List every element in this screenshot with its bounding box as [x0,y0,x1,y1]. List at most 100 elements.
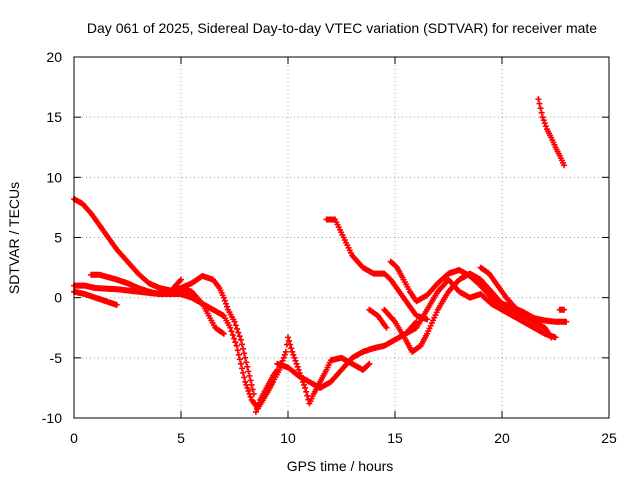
data-point [561,162,568,169]
series-track-p [556,306,568,313]
series-track-h [274,318,420,391]
data-point [245,368,252,375]
data-point [241,350,248,357]
data-point [227,324,234,331]
data-point [247,377,254,384]
data-point [231,335,238,342]
y-tick-label: 15 [46,109,62,125]
data-point [535,96,542,103]
data-point [245,387,252,394]
data-point [240,369,247,376]
data-point [242,354,249,361]
data-point [232,339,239,346]
data-point [281,351,288,358]
data-point [243,359,250,366]
data-point [113,301,120,308]
series-track-l [402,276,559,341]
data-point [291,354,298,361]
series-track-n [477,264,518,311]
data-point [511,304,518,311]
y-tick-label: 20 [46,49,62,65]
data-point [233,342,240,349]
data-point [365,361,372,368]
data-point [246,390,253,397]
data-point [235,351,242,358]
x-tick-label: 5 [177,430,185,446]
data-point [294,363,301,370]
y-tick-label: -10 [42,410,62,426]
data-point [289,348,296,355]
data-points [71,96,570,415]
x-tick-label: 0 [70,430,78,446]
data-point [228,328,235,335]
data-point [303,388,310,395]
x-tick-label: 25 [601,430,617,446]
data-point [178,276,184,283]
data-point [238,341,245,348]
data-point [288,345,295,352]
data-point [237,336,244,343]
data-point [220,294,227,301]
data-point [232,322,239,329]
data-point [276,366,283,373]
data-point [538,109,545,116]
data-point [224,303,231,310]
data-point [220,330,227,337]
data-point [235,329,242,336]
data-point [236,356,243,363]
data-point [293,360,300,367]
data-point [280,354,287,361]
data-point [295,366,302,373]
data-point [241,374,248,381]
data-point [286,337,293,344]
data-point [221,297,228,304]
data-point [383,324,390,331]
data-point [240,345,247,352]
data-point [249,386,256,393]
data-point [234,325,241,332]
data-point [304,392,311,399]
data-point [244,363,251,370]
data-point [424,316,431,323]
data-point [242,378,249,385]
y-tick-label: 0 [54,290,62,306]
data-point [561,306,568,313]
y-axis-label: SDTVAR / TECUs [6,182,22,294]
data-point [552,334,559,341]
data-point [536,100,543,107]
grid [74,57,609,418]
series-track-c [71,288,120,308]
data-point [234,347,241,354]
x-tick-label: 20 [494,430,510,446]
y-tick-label: -5 [50,350,63,366]
x-axis-label: GPS time / hours [287,458,394,474]
data-point [301,381,308,388]
chart-title: Day 061 of 2025, Sidereal Day-to-day VTE… [87,20,597,36]
data-point [540,117,547,124]
axis-ticks: 0 5 10 15 20 25 -10 -5 0 5 10 15 20 [42,49,617,446]
data-point [231,318,238,325]
data-point [237,360,244,367]
data-point [222,300,229,307]
data-point [563,318,570,325]
data-point [243,381,250,388]
data-point [247,393,254,400]
y-tick-label: 5 [54,230,62,246]
y-tick-label: 10 [46,169,62,185]
data-point [229,331,236,338]
data-point [244,384,251,391]
data-point [282,348,289,355]
data-point [366,360,373,367]
series-track-o [535,96,568,169]
data-point [246,372,253,379]
x-tick-label: 10 [280,430,296,446]
data-point [541,120,548,127]
data-point [292,357,299,364]
data-point [542,123,549,130]
series-track-m [366,306,390,331]
data-point [252,408,259,415]
data-point [238,365,245,372]
data-point [537,105,544,112]
